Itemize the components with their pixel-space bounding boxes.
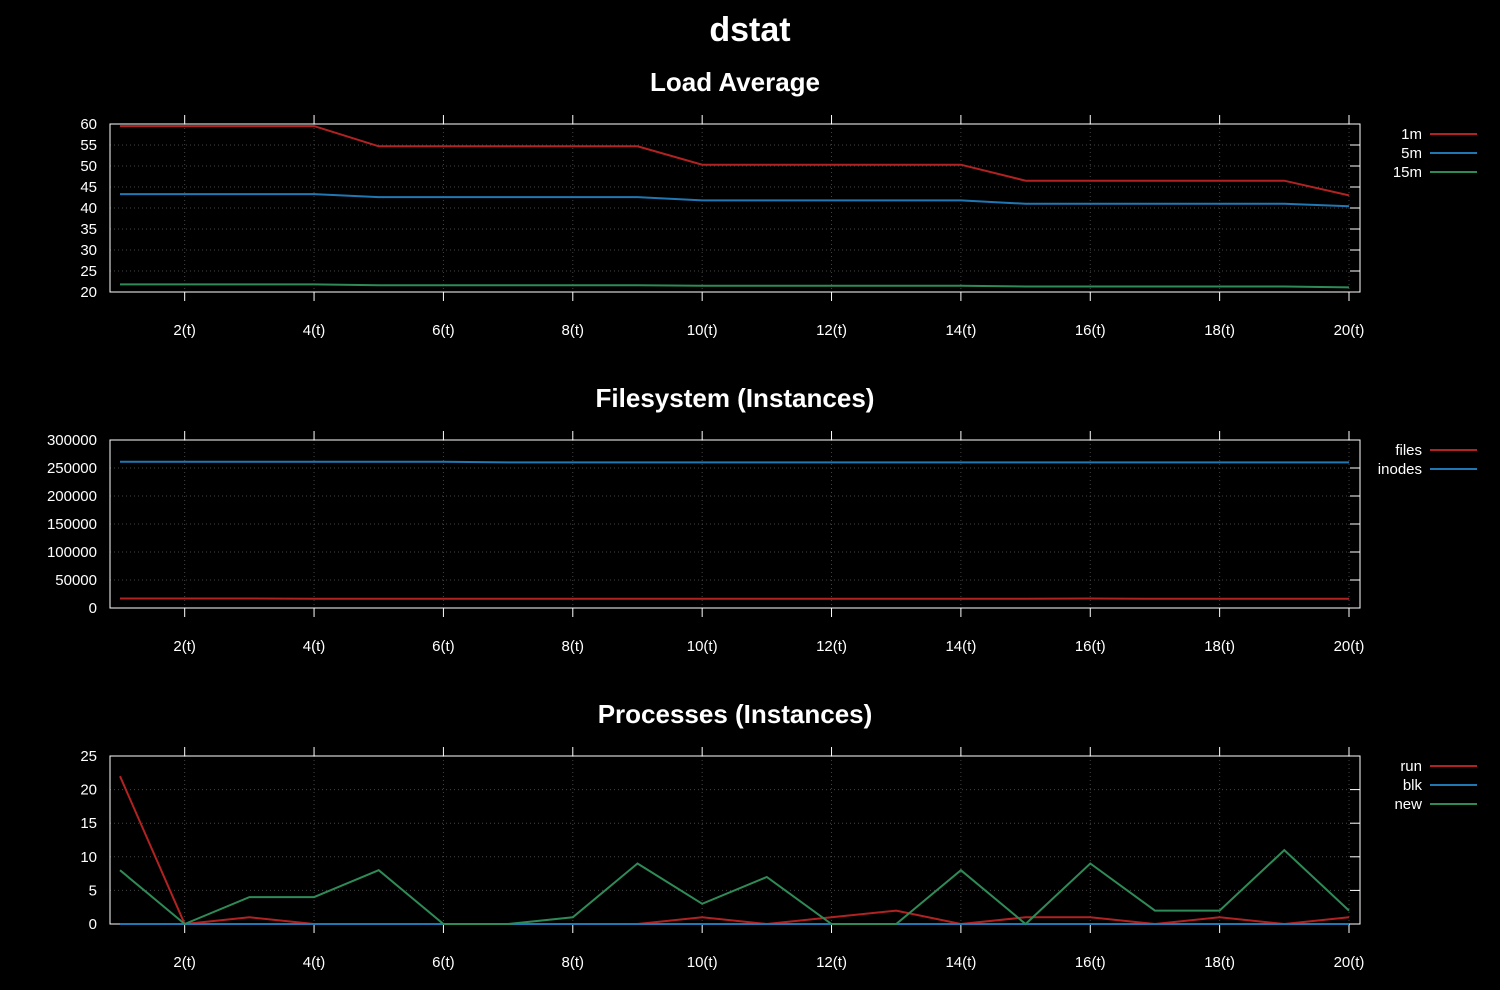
legend-label-files: files bbox=[1395, 442, 1422, 459]
y-tick-label: 0 bbox=[89, 916, 97, 933]
y-tick-label: 40 bbox=[80, 200, 97, 217]
x-tick-label: 6(t) bbox=[432, 638, 455, 655]
legend-label-1m: 1m bbox=[1401, 126, 1422, 143]
series-line-15m bbox=[120, 283, 1350, 289]
x-tick-label: 4(t) bbox=[303, 954, 326, 971]
panel-title: Processes (Instances) bbox=[598, 699, 873, 729]
legend-label-run: run bbox=[1400, 758, 1422, 775]
y-tick-label: 20 bbox=[80, 782, 97, 799]
x-tick-label: 10(t) bbox=[687, 322, 718, 339]
panel-title: Load Average bbox=[650, 67, 820, 97]
x-tick-label: 8(t) bbox=[562, 954, 585, 971]
main-title: dstat bbox=[709, 11, 790, 49]
x-tick-label: 18(t) bbox=[1204, 322, 1235, 339]
x-tick-label: 12(t) bbox=[816, 638, 847, 655]
panel-title: Filesystem (Instances) bbox=[596, 383, 875, 413]
y-tick-label: 50 bbox=[80, 158, 97, 175]
x-tick-label: 16(t) bbox=[1075, 322, 1106, 339]
x-tick-label: 4(t) bbox=[303, 322, 326, 339]
x-tick-label: 14(t) bbox=[945, 954, 976, 971]
x-tick-label: 14(t) bbox=[945, 638, 976, 655]
y-tick-label: 30 bbox=[80, 242, 97, 259]
y-tick-label: 200000 bbox=[47, 488, 97, 505]
y-tick-label: 15 bbox=[80, 815, 97, 832]
y-tick-label: 60 bbox=[80, 116, 97, 133]
x-tick-label: 8(t) bbox=[562, 638, 585, 655]
series-line-5m bbox=[120, 193, 1350, 208]
y-tick-label: 150000 bbox=[47, 516, 97, 533]
x-tick-label: 2(t) bbox=[173, 638, 196, 655]
y-tick-label: 100000 bbox=[47, 544, 97, 561]
x-tick-label: 12(t) bbox=[816, 322, 847, 339]
x-tick-label: 2(t) bbox=[173, 954, 196, 971]
x-tick-label: 20(t) bbox=[1334, 322, 1365, 339]
x-tick-label: 4(t) bbox=[303, 638, 326, 655]
x-tick-label: 16(t) bbox=[1075, 954, 1106, 971]
y-tick-label: 20 bbox=[80, 284, 97, 301]
x-tick-label: 16(t) bbox=[1075, 638, 1106, 655]
x-tick-label: 10(t) bbox=[687, 954, 718, 971]
x-tick-label: 6(t) bbox=[432, 954, 455, 971]
x-tick-label: 10(t) bbox=[687, 638, 718, 655]
y-tick-label: 0 bbox=[89, 600, 97, 617]
chart-panel-processes-instances: Processes (Instances) 2(t) 4(t) 6(t) 8(t) 10(… bbox=[80, 699, 1477, 971]
plot-frame bbox=[109, 123, 1361, 293]
x-tick-label: 12(t) bbox=[816, 954, 847, 971]
x-tick-label: 2(t) bbox=[173, 322, 196, 339]
x-tick-label: 18(t) bbox=[1204, 638, 1235, 655]
chart-panel-filesystem-instances: Filesystem (Instances) 2(t) 4(t) 6(t) 8(t) 10… bbox=[47, 383, 1477, 655]
plot-frame bbox=[109, 439, 1361, 609]
x-tick-label: 6(t) bbox=[432, 322, 455, 339]
series-line-inodes bbox=[120, 460, 1349, 464]
legend-label-blk: blk bbox=[1403, 777, 1423, 794]
x-tick-label: 20(t) bbox=[1334, 638, 1365, 655]
x-tick-label: 8(t) bbox=[562, 322, 585, 339]
y-tick-label: 50000 bbox=[55, 572, 97, 589]
x-tick-label: 14(t) bbox=[945, 322, 976, 339]
legend-label-inodes: inodes bbox=[1378, 461, 1422, 478]
chart-panels: Load Average 2(t) 4(t) 6(t) 8(t) 10(t) 12(t) 14… bbox=[47, 67, 1477, 971]
y-tick-label: 5 bbox=[89, 882, 97, 899]
legend-label-5m: 5m bbox=[1401, 145, 1422, 162]
legend-label-new: new bbox=[1394, 796, 1422, 813]
x-tick-label: 18(t) bbox=[1204, 954, 1235, 971]
legend-label-15m: 15m bbox=[1393, 164, 1422, 181]
series-line-new bbox=[119, 848, 1350, 926]
y-tick-label: 25 bbox=[80, 748, 97, 765]
series-line-run bbox=[119, 775, 1350, 926]
chart-panel-load-average: Load Average 2(t) 4(t) 6(t) 8(t) 10(t) 12(t) 14… bbox=[80, 67, 1477, 339]
y-tick-label: 250000 bbox=[47, 460, 97, 477]
y-tick-label: 10 bbox=[80, 849, 97, 866]
y-tick-label: 35 bbox=[80, 221, 97, 238]
plot-frame bbox=[109, 755, 1361, 925]
y-tick-label: 25 bbox=[80, 263, 97, 280]
y-tick-label: 55 bbox=[80, 137, 97, 154]
series-line-1m bbox=[120, 125, 1350, 197]
y-tick-label: 300000 bbox=[47, 432, 97, 449]
y-tick-label: 45 bbox=[80, 179, 97, 196]
x-tick-label: 20(t) bbox=[1334, 954, 1365, 971]
